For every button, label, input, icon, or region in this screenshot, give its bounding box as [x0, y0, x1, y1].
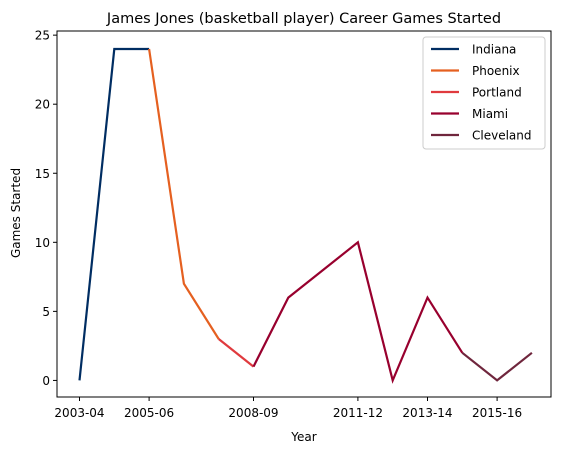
series-line-miami	[252, 240, 464, 384]
y-tick-label: 0	[42, 374, 50, 388]
series-line-indiana	[78, 47, 150, 381]
x-tick-label: 2011-12	[333, 406, 383, 420]
legend-label-indiana: Indiana	[472, 43, 516, 57]
x-tick-label: 2015-16	[472, 406, 522, 420]
legend-label-miami: Miami	[472, 107, 508, 121]
legend-label-phoenix: Phoenix	[472, 64, 520, 78]
legend-box	[422, 36, 546, 150]
plot-content	[78, 47, 533, 384]
legend-label-portland: Portland	[472, 86, 522, 100]
plot-area-frame	[56, 30, 552, 398]
axis-ticks: 0 5 10 15 20 25 2003-04 2005-06 2008-09 2011-12 20…	[35, 29, 522, 420]
y-tick-label: 15	[35, 167, 50, 181]
y-axis-label: Games Started	[9, 168, 23, 258]
series-line-portland	[218, 338, 255, 368]
x-tick-label: 2005-06	[124, 406, 174, 420]
legend-label-cleveland: Cleveland	[472, 129, 532, 143]
y-tick-label: 20	[35, 98, 50, 112]
legend: Indiana Phoenix Portland Miami Cleveland	[422, 36, 546, 150]
series-line-cleveland	[461, 351, 533, 382]
x-tick-label: 2013-14	[402, 406, 452, 420]
x-tick-label: 2003-04	[54, 406, 104, 420]
series-line-phoenix	[148, 48, 220, 340]
x-tick-label: 2008-09	[228, 406, 278, 420]
y-tick-label: 5	[42, 305, 50, 319]
x-axis-label: Year	[290, 430, 316, 444]
y-tick-label: 25	[35, 29, 50, 43]
y-tick-label: 10	[35, 236, 50, 250]
chart-title: James Jones (basketball player) Career G…	[106, 11, 501, 27]
